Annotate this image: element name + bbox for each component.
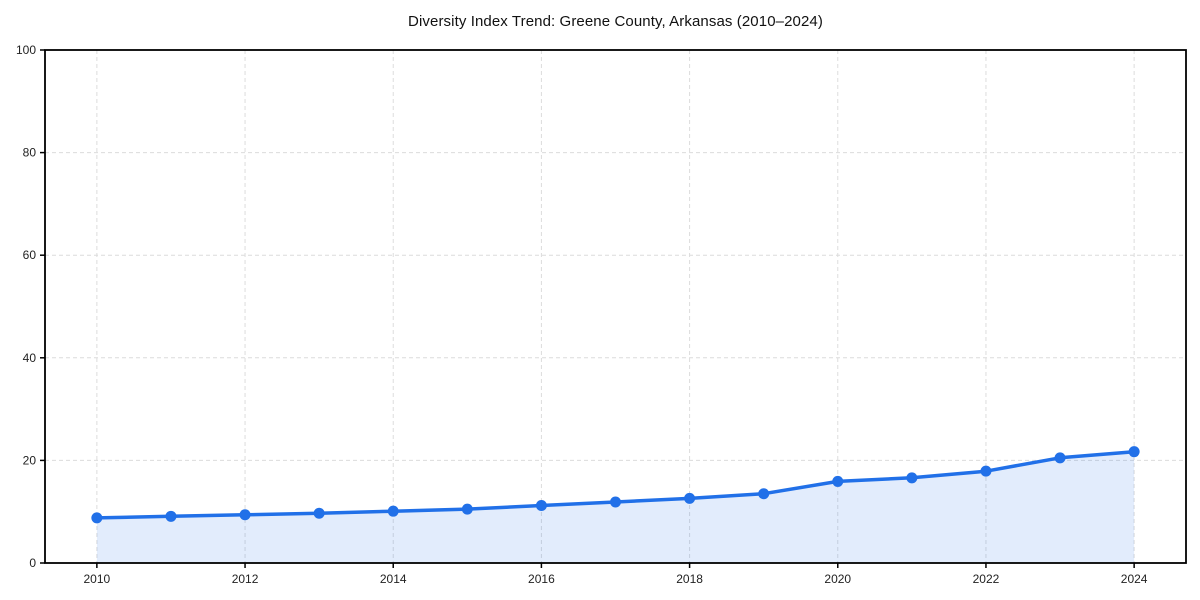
data-point-marker	[535, 500, 547, 512]
data-point-marker	[610, 496, 621, 508]
data-point-marker	[1128, 446, 1140, 458]
data-point-marker	[387, 505, 399, 517]
data-point-marker	[758, 488, 770, 500]
x-tick-label: 2022	[973, 572, 1000, 586]
x-tick-label: 2024	[1121, 572, 1148, 586]
data-point-marker	[313, 507, 325, 519]
data-point-marker	[980, 465, 992, 477]
y-tick-label: 80	[23, 146, 37, 160]
x-tick-label: 2012	[232, 572, 259, 586]
data-point-marker	[906, 472, 918, 484]
x-tick-label: 2016	[528, 572, 555, 586]
x-tick-label: 2014	[380, 572, 407, 586]
data-point-marker	[1054, 452, 1066, 464]
y-tick-label: 40	[23, 351, 37, 365]
x-tick-label: 2020	[824, 572, 851, 586]
data-point-marker	[832, 475, 844, 487]
data-point-marker	[239, 509, 251, 521]
data-point-marker	[684, 492, 696, 504]
y-tick-label: 100	[16, 43, 36, 57]
y-tick-label: 0	[29, 556, 36, 570]
y-tick-label: 20	[23, 453, 37, 467]
data-point-marker	[165, 510, 177, 522]
y-tick-label: 60	[23, 248, 37, 262]
chart-title: Diversity Index Trend: Greene County, Ar…	[408, 13, 823, 30]
data-point-marker	[91, 512, 103, 524]
x-tick-label: 2010	[84, 572, 111, 586]
axes-frame	[44, 49, 1187, 564]
x-tick-label: 2018	[676, 572, 703, 586]
data-point-marker	[461, 503, 473, 515]
